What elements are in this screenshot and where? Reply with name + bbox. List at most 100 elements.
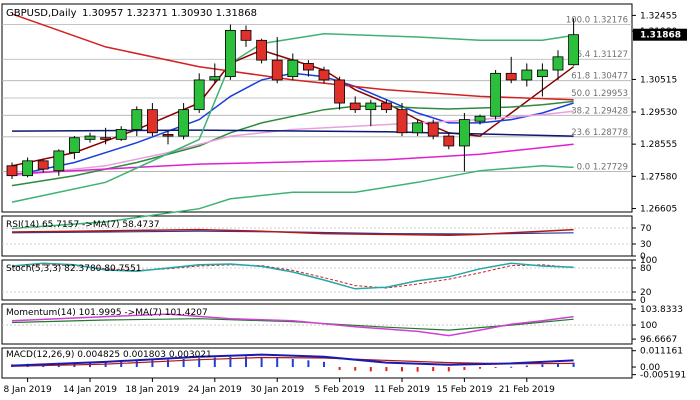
overlay-line xyxy=(11,110,574,177)
macd-hist-bar xyxy=(229,356,232,368)
macd-hist-bar xyxy=(525,365,528,368)
ohlc-label: 1.30957 1.32371 1.30930 1.31868 xyxy=(82,8,257,19)
macd-hist-bar xyxy=(401,367,403,372)
candle-body xyxy=(53,150,65,172)
rsi-tick-label: 30 xyxy=(640,240,652,250)
candle-body xyxy=(115,129,127,140)
macd-hist-bar xyxy=(354,367,357,371)
candle-body xyxy=(458,119,470,147)
fib-level-label: 61.8 1.30477 xyxy=(571,72,628,82)
candle-body xyxy=(318,69,330,81)
candle-body xyxy=(209,76,221,81)
panel-frame xyxy=(1,347,633,379)
date-label: 30 Jan 2019 xyxy=(250,385,304,395)
macd-tick-label: 0.00 xyxy=(640,363,660,373)
macd-hist-bar xyxy=(260,357,263,368)
candle-body xyxy=(287,59,299,78)
price-tick-label: 1.28555 xyxy=(640,140,677,150)
macd-hist-bar xyxy=(432,367,435,372)
price-tick-label: 1.32455 xyxy=(640,11,677,21)
candle-body xyxy=(490,72,502,117)
candle-body xyxy=(69,137,80,153)
fib-level-label: 23.6 1.28778 xyxy=(571,128,628,138)
momentum-label: Momentum(14) 101.9995 ->MA(7) 101.4207 xyxy=(6,308,208,318)
candle-body xyxy=(427,122,439,137)
stoch-d-line xyxy=(11,264,574,289)
candle-body xyxy=(537,69,548,78)
stoch-tick-label: 0 xyxy=(640,296,646,306)
macd-label: MACD(12,26,9) 0.004825 0.001803 0.003021 xyxy=(6,350,212,360)
candle-body xyxy=(240,30,252,41)
stoch-label: Stoch(5,3,3) 82.3780 80.7551 xyxy=(6,264,141,274)
price-tick-label: 1.30515 xyxy=(640,75,677,85)
overlay-line xyxy=(11,32,574,203)
macd-hist-bar xyxy=(245,356,247,368)
fib-level-label: 50.0 1.29953 xyxy=(571,89,628,99)
macd-hist-bar xyxy=(307,360,310,368)
candle-body xyxy=(365,102,377,111)
macd-hist-bar xyxy=(151,360,154,368)
momentum-tick-label: 100 xyxy=(640,321,657,331)
date-label: 5 Feb 2019 xyxy=(314,385,365,395)
macd-hist-bar xyxy=(276,357,279,368)
candle-body xyxy=(178,109,190,137)
rsi-tick-label: 0 xyxy=(640,252,646,262)
price-tick-label: 1.26605 xyxy=(640,205,677,215)
panel-frame xyxy=(1,3,633,213)
rsi-line xyxy=(11,228,574,236)
momentum-tick-label: 103.8333 xyxy=(640,305,683,315)
macd-hist-bar xyxy=(479,367,481,369)
candle-body xyxy=(37,160,49,170)
date-label: 24 Jan 2019 xyxy=(188,385,242,395)
candle-body xyxy=(396,109,408,134)
panel-frame xyxy=(1,259,633,301)
macd-hist-bar xyxy=(385,367,388,372)
macd-hist-bar xyxy=(572,362,575,368)
momentum-tick-label: 96.6667 xyxy=(640,335,677,345)
last-price-box xyxy=(633,28,687,41)
price-tick-label: 1.27580 xyxy=(640,172,677,182)
candle-body xyxy=(193,79,205,111)
overlay-line xyxy=(11,165,574,230)
stoch-tick-label: 20 xyxy=(640,288,652,298)
candle-body xyxy=(334,79,346,104)
stoch-tick-label: 100 xyxy=(640,256,657,266)
candle-body xyxy=(412,122,424,134)
panel-frame xyxy=(1,215,633,257)
candle-body xyxy=(568,34,579,66)
macd-hist-bar xyxy=(369,367,372,372)
rsi-label: RSI(14) 65.7157 ->MA(7) 58.4737 xyxy=(6,220,160,230)
candle-body xyxy=(521,69,533,81)
macd-tick-label: 0.011161 xyxy=(640,347,683,357)
date-label: 15 Feb 2019 xyxy=(436,385,492,395)
macd-tick-label: -0.005191 xyxy=(640,371,686,381)
candle-body xyxy=(552,56,564,71)
date-label: 21 Feb 2019 xyxy=(499,385,555,395)
momentum-line xyxy=(11,313,574,337)
candle-body xyxy=(100,137,111,140)
candle-body xyxy=(474,115,486,122)
fib-level-label: 100.0 1.32176 xyxy=(566,16,628,26)
candle-body xyxy=(349,102,361,111)
candle-body xyxy=(380,102,392,111)
macd-hist-bar xyxy=(463,367,466,370)
fib-level-label: 38.2 1.29428 xyxy=(571,106,628,116)
candle-body xyxy=(131,109,143,130)
candle-body xyxy=(162,134,174,137)
candle-body xyxy=(224,30,236,78)
macd-hist-bar xyxy=(198,358,201,368)
stoch-k-line xyxy=(11,262,574,290)
date-label: 11 Feb 2019 xyxy=(374,385,430,395)
fib-level-label: 0.0 1.27729 xyxy=(577,162,628,172)
macd-hist-bar xyxy=(291,358,294,368)
candle-body xyxy=(256,39,268,61)
price-tick-label: 1.29530 xyxy=(640,108,677,118)
candle-body xyxy=(443,135,455,147)
rsi-tick-label: 70 xyxy=(640,224,652,234)
date-label: 8 Jan 2019 xyxy=(3,385,51,395)
candle-body xyxy=(6,165,18,177)
candle-body xyxy=(84,135,96,140)
macd-line xyxy=(11,353,574,367)
macd-hist-bar xyxy=(447,367,450,372)
